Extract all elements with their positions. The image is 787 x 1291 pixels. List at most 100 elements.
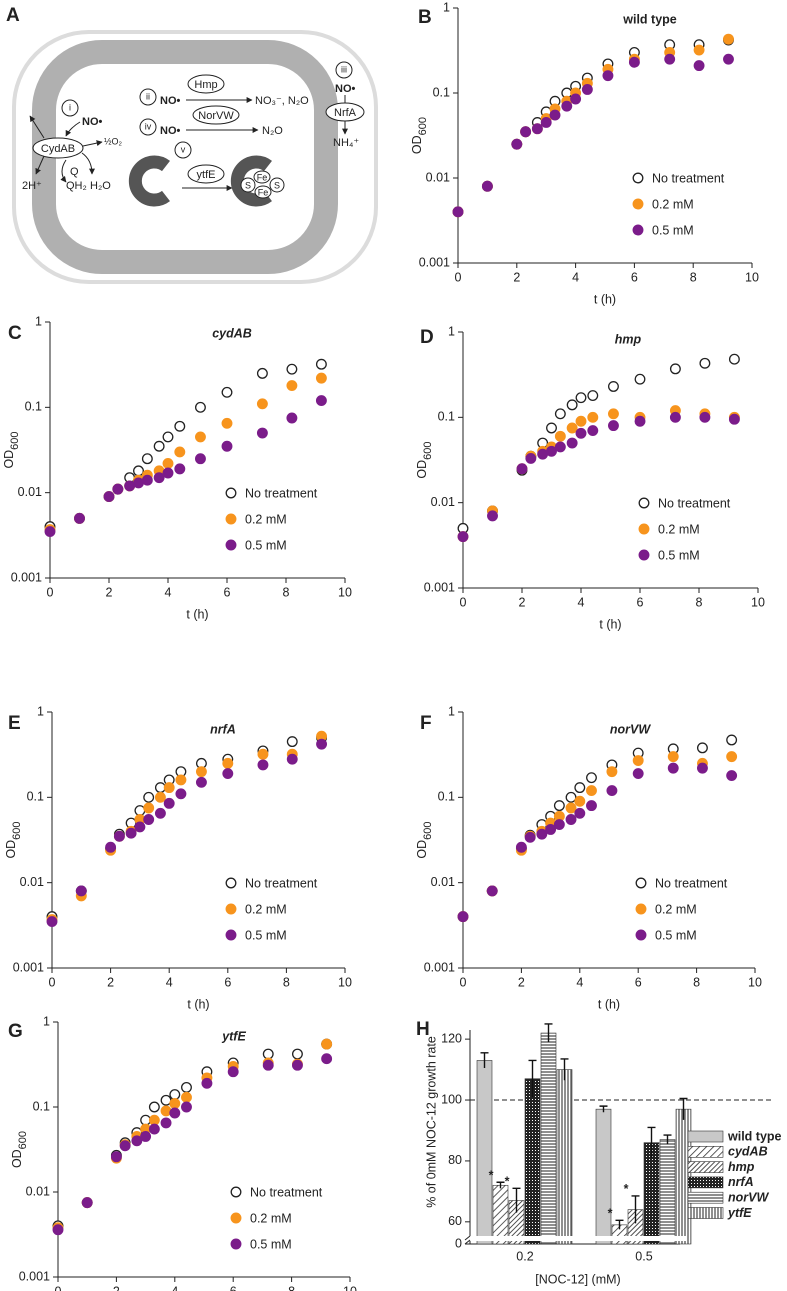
data-point [256, 367, 268, 379]
x-tick-label: 0 [49, 975, 56, 989]
cluster-label: Fe [258, 187, 269, 197]
y-tick-label: 0.1 [433, 85, 450, 99]
y-tick-label: 120 [441, 1031, 462, 1045]
legend-swatch [687, 1130, 724, 1143]
data-point [554, 430, 566, 442]
step-numeral: iv [145, 121, 152, 131]
data-point [133, 477, 144, 489]
data-point [286, 412, 298, 424]
data-point [74, 512, 85, 524]
data-point [696, 742, 708, 754]
x-tick-label: 8 [283, 585, 290, 599]
data-point [162, 467, 174, 479]
legend-label: No treatment [658, 496, 731, 510]
data-point [286, 753, 298, 765]
legend-label: No treatment [250, 1185, 323, 1199]
legend-label: No treatment [652, 171, 725, 185]
legend-label: 0.2 mM [250, 1211, 292, 1225]
data-point [46, 916, 58, 928]
data-point [546, 422, 557, 434]
data-point [608, 420, 619, 432]
data-point [699, 357, 711, 369]
data-point [565, 802, 577, 814]
legend-marker [230, 1212, 242, 1224]
y-tick-label: 80 [448, 1153, 462, 1167]
legend-marker [230, 1186, 242, 1198]
y-tick-label: 0 [455, 1236, 462, 1250]
data-point [153, 472, 165, 484]
y-tick-label: 0.1 [438, 790, 455, 804]
data-point [75, 885, 87, 897]
legend-marker [225, 877, 237, 889]
y-axis-label: OD600 [4, 821, 23, 858]
data-point [154, 791, 166, 803]
data-point [540, 117, 552, 128]
data-point [134, 821, 146, 833]
data-point [602, 70, 614, 82]
annotation: * [624, 1182, 629, 1196]
data-point [143, 814, 155, 825]
data-point [693, 60, 705, 72]
data-point [565, 814, 577, 825]
x-tick-label: 2 [113, 1284, 120, 1291]
data-point [481, 180, 493, 192]
data-point [524, 831, 536, 843]
y-tick-label: 1 [448, 324, 455, 338]
y-tick-label: 0.01 [18, 485, 42, 499]
x-tick-label: 6 [224, 585, 231, 599]
data-point [321, 1038, 333, 1050]
arrow [35, 155, 45, 175]
legend-label: 0.5 mM [245, 538, 287, 552]
error-bar [679, 1097, 688, 1120]
legend-label: 0.5 mM [655, 928, 697, 942]
y-tick-label: 0.01 [26, 1184, 50, 1198]
reactant: NO• [335, 83, 356, 95]
data-point [286, 380, 298, 392]
data-point [587, 411, 599, 423]
x-tick-label: 4 [576, 975, 583, 989]
y-tick-label: 0.1 [25, 400, 42, 414]
data-point [575, 415, 587, 427]
data-point [728, 353, 740, 365]
data-point [194, 401, 206, 413]
x-tick-label: 6 [631, 270, 638, 284]
data-point [606, 766, 618, 778]
data-point [608, 408, 619, 420]
data-point [574, 795, 586, 807]
data-point [520, 126, 532, 138]
legend-swatch [687, 1191, 724, 1204]
enzyme-label: NorVW [198, 110, 234, 122]
data-point [699, 411, 711, 423]
error-bar [560, 1058, 569, 1081]
y-tick-label: 100 [441, 1092, 462, 1106]
data-point [125, 827, 137, 839]
data-point [262, 1048, 274, 1060]
step-numeral: v [181, 144, 186, 154]
error-bar [663, 1134, 672, 1145]
legend-label: 0.5 mM [245, 928, 287, 942]
x-axis-label: t (h) [598, 997, 620, 1011]
x-tick-label: 0.5 [635, 1249, 652, 1263]
y-axis-label: OD600 [10, 1131, 29, 1168]
error-bar [631, 1195, 640, 1224]
bar [675, 1108, 692, 1245]
x-tick-label: 0 [460, 975, 467, 989]
data-point [134, 805, 146, 817]
error-bar [647, 1126, 656, 1158]
panel-label: G [8, 1021, 23, 1042]
chart-title: norVW [610, 722, 651, 736]
chart-title: cydAB [212, 326, 252, 340]
y-tick-label: 1 [35, 314, 42, 328]
data-point [561, 100, 573, 112]
y-axis-label-main: OD [4, 840, 18, 859]
data-point [608, 381, 619, 392]
y-tick-label: 60 [448, 1214, 462, 1228]
data-point [257, 759, 269, 771]
data-point [315, 395, 327, 407]
data-point [321, 1053, 333, 1065]
bar [492, 1184, 509, 1245]
y-axis-label-sub: 600 [422, 441, 434, 459]
cluster-label: Fe [257, 172, 268, 182]
data-point [728, 413, 740, 425]
data-point [632, 755, 644, 766]
